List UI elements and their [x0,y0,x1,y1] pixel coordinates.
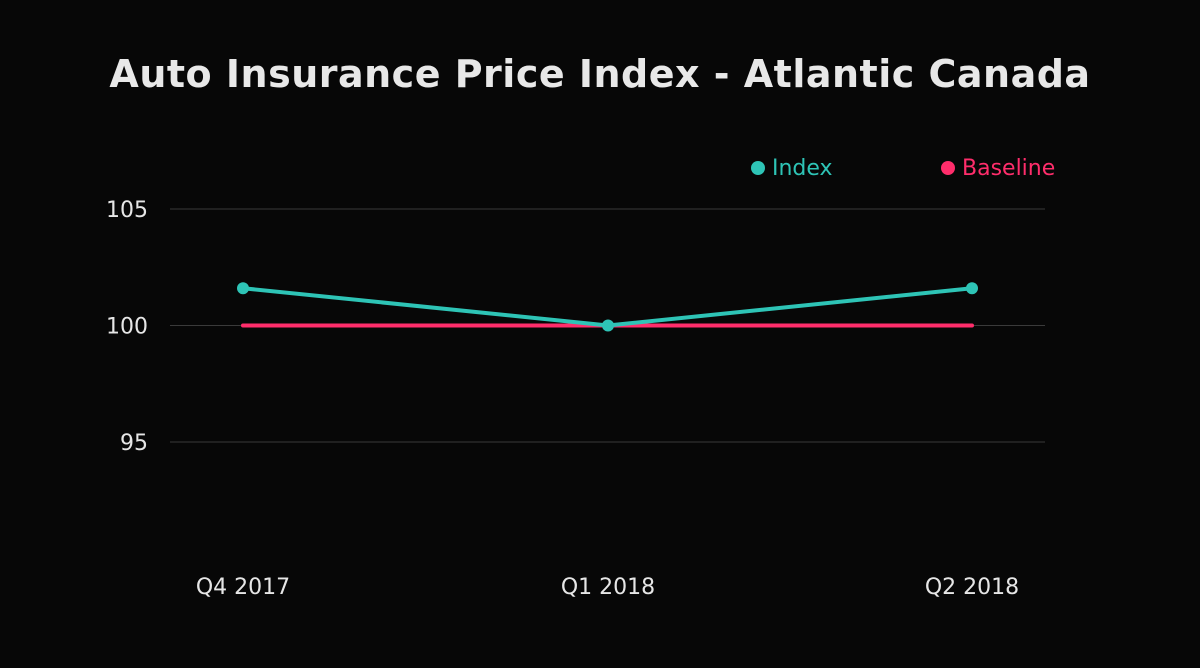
legend-label: Index [772,156,833,181]
legend-item-baseline: Baseline [941,156,1055,181]
legend: Index Baseline [751,156,1055,181]
legend-label: Baseline [962,156,1055,181]
legend-item-index: Index [751,156,833,181]
x-tick-label: Q2 2018 [925,575,1019,600]
series-layer [237,282,978,332]
data-point-index [966,282,978,295]
y-tick-label: 105 [106,198,148,223]
y-axis-ticks: 95 100 105 [106,198,148,456]
legend-marker [941,161,955,175]
data-point-index [602,319,614,332]
x-tick-label: Q1 2018 [561,575,655,600]
chart-title: Auto Insurance Price Index - Atlantic Ca… [109,52,1091,96]
data-point-index [237,282,249,295]
legend-marker [751,161,765,175]
x-axis-ticks: Q4 2017 Q1 2018 Q2 2018 [196,575,1019,600]
y-tick-label: 95 [120,431,148,456]
y-tick-label: 100 [106,315,148,340]
x-tick-label: Q4 2017 [196,575,290,600]
